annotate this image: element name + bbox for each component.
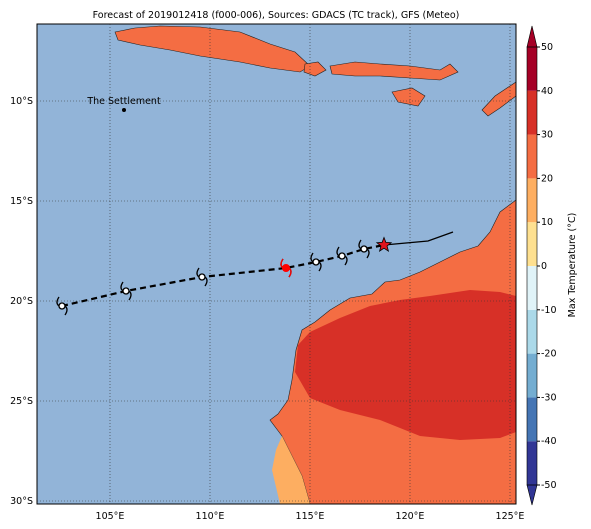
current-position xyxy=(282,264,290,272)
track-point xyxy=(360,245,368,253)
colorbar-extend-low xyxy=(526,484,538,506)
colorbar-band xyxy=(527,353,537,398)
x-tick-label: 110°E xyxy=(196,511,225,522)
x-tick-label: 125°E xyxy=(496,511,525,522)
colorbar-tick-label: 10 xyxy=(541,217,553,228)
y-tick-label: 20°S xyxy=(10,296,33,307)
colorbar-tick-label: -50 xyxy=(541,480,557,491)
map-frame xyxy=(36,23,517,505)
track-observed xyxy=(383,231,454,246)
colorbar-label: Max Temperature (°C) xyxy=(567,213,578,318)
map-title: Forecast of 2019012418 (f000-006), Sourc… xyxy=(93,10,460,21)
colorbar-extend-high xyxy=(526,25,538,48)
bali xyxy=(303,61,327,77)
track-point xyxy=(58,302,66,310)
colorbar-tick-label: -20 xyxy=(541,349,557,360)
colorbar-tick-label: 50 xyxy=(541,42,553,53)
y-tick-label: 15°S xyxy=(10,196,33,207)
colorbar-band xyxy=(527,178,537,223)
colorbar-band xyxy=(527,309,537,354)
colorbar-band xyxy=(527,47,537,91)
place-marker xyxy=(122,108,126,112)
hot-zone xyxy=(295,290,516,440)
track-point xyxy=(338,252,346,260)
land-layer xyxy=(114,25,516,504)
colorbar-tick-label: -10 xyxy=(541,305,557,316)
x-tick-label: 115°E xyxy=(296,511,325,522)
colorbar-band xyxy=(527,134,537,179)
y-tick-label: 25°S xyxy=(10,396,33,407)
colorbar-tick-label: -40 xyxy=(541,436,557,447)
y-tick-label: 30°S xyxy=(10,496,33,507)
colorbar-tick-label: 40 xyxy=(541,86,553,97)
track-forecast xyxy=(61,243,385,308)
colorbar-tick-label: 20 xyxy=(541,173,553,184)
colorbar-tick-label: -30 xyxy=(541,392,557,403)
track-point xyxy=(122,287,130,295)
colorbar-band xyxy=(527,266,537,310)
y-tick-label: 10°S xyxy=(10,96,33,107)
colorbar-band xyxy=(527,397,537,442)
colorbar-band xyxy=(527,441,537,485)
colorbar-tick-label: 0 xyxy=(541,261,547,272)
colorbar-band xyxy=(527,90,537,135)
mild-zone xyxy=(272,436,310,504)
track-point xyxy=(198,273,206,281)
nusa-tenggara xyxy=(329,61,459,81)
timor xyxy=(481,81,516,117)
place-label: The Settlement xyxy=(86,96,161,107)
x-tick-label: 105°E xyxy=(96,511,125,522)
colorbar-tick-label: 30 xyxy=(541,130,553,141)
x-tick-label: 120°E xyxy=(396,511,425,522)
position-star xyxy=(375,236,393,252)
colorbar-band xyxy=(527,222,537,266)
track-point xyxy=(312,258,320,266)
